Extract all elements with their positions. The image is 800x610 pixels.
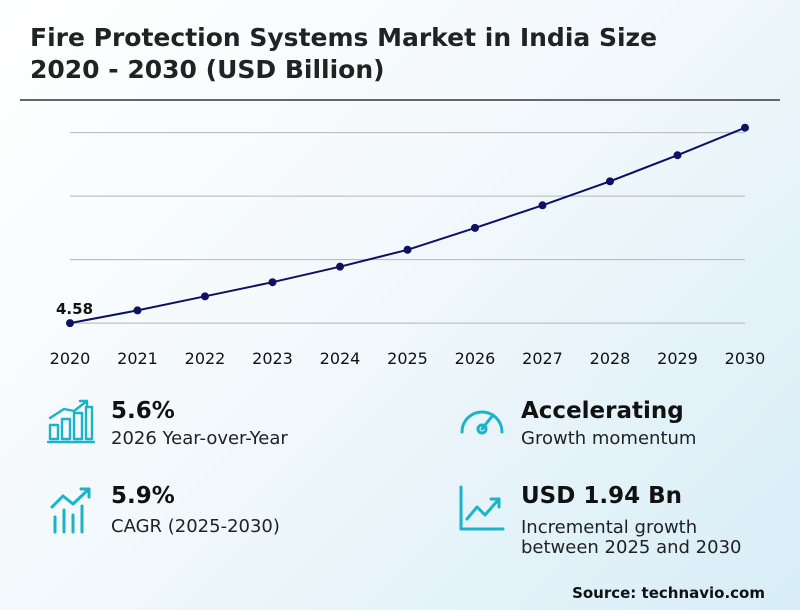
kpi-incremental-growth: USD 1.94 Bn Incremental growth between 2… — [457, 483, 777, 563]
x-tick-label: 2025 — [387, 349, 428, 368]
x-tick-label: 2029 — [657, 349, 698, 368]
x-axis-ticks: 2020 2021 2022 2023 2024 2025 2026 2027 2028 2029… — [50, 349, 766, 368]
data-points — [66, 123, 749, 328]
x-tick-label: 2023 — [252, 349, 293, 368]
kpi-momentum: Accelerating Growth momentum — [457, 398, 777, 458]
data-point — [336, 262, 344, 271]
speedometer-icon — [460, 410, 504, 435]
source-credit: Source: technavio.com — [572, 584, 765, 602]
x-tick-label: 2020 — [50, 349, 91, 368]
kpi-yoy: 5.6% 2026 Year-over-Year — [47, 398, 387, 458]
kpi-description: Growth momentum — [521, 428, 697, 449]
x-tick-label: 2022 — [185, 349, 226, 368]
x-tick-label: 2030 — [725, 349, 766, 368]
data-labels: 4.58 — [56, 300, 93, 318]
data-point — [66, 319, 74, 328]
kpi-value: Accelerating — [521, 398, 684, 424]
x-tick-label: 2028 — [590, 349, 631, 368]
data-label: 4.58 — [56, 300, 93, 318]
kpi-description: Incremental growth between 2025 and 2030 — [521, 517, 742, 558]
line-chart: 4.58 2020 2021 2022 2023 2024 2025 2026 2027 202… — [50, 123, 766, 368]
title-divider — [20, 99, 780, 101]
kpi-value: 5.6% — [111, 398, 175, 424]
title-line-2: 2020 - 2030 (USD Billion) — [30, 55, 385, 84]
title-line-1: Fire Protection Systems Market in India … — [30, 23, 658, 52]
x-tick-label: 2021 — [117, 349, 158, 368]
data-point — [201, 292, 209, 301]
bar-chart-growth-icon — [47, 399, 95, 444]
x-tick-label: 2024 — [320, 349, 361, 368]
kpi-value: USD 1.94 Bn — [521, 483, 682, 509]
x-tick-label: 2027 — [522, 349, 563, 368]
kpi-description: 2026 Year-over-Year — [111, 428, 288, 449]
data-point — [471, 223, 479, 232]
line-chart-icon — [459, 485, 505, 531]
kpi-cagr: 5.9% CAGR (2025-2030) — [47, 483, 387, 543]
data-point — [403, 245, 412, 254]
data-point — [538, 201, 547, 210]
data-point — [133, 306, 142, 315]
x-tick-label: 2026 — [455, 349, 496, 368]
kpi-value: 5.9% — [111, 483, 175, 509]
gridlines — [70, 132, 745, 324]
data-point — [741, 123, 749, 132]
data-point — [606, 177, 614, 186]
data-point — [673, 151, 682, 160]
kpi-description: CAGR (2025-2030) — [111, 516, 280, 537]
data-point — [268, 278, 277, 287]
series-line — [69, 126, 746, 325]
trend-bars-icon — [50, 487, 91, 534]
chart-title: Fire Protection Systems Market in India … — [30, 22, 770, 86]
